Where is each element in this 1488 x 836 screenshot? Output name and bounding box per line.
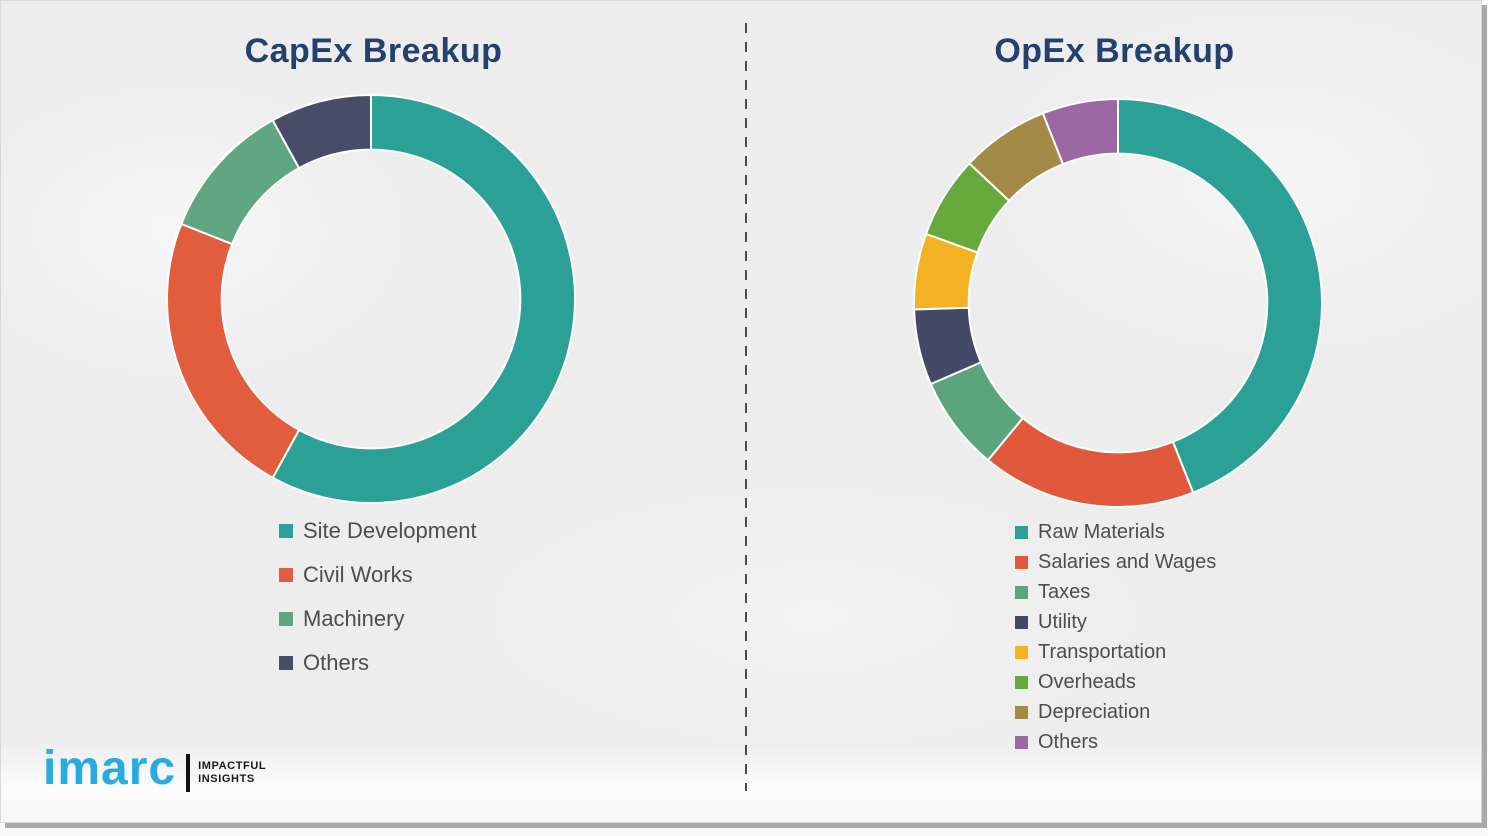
legend-label: Site Development: [303, 518, 477, 543]
opex-donut-chart: [913, 98, 1323, 508]
legend-item: Overheads: [1015, 667, 1216, 697]
imarc-logo-tagline: IMPACTFUL INSIGHTS: [198, 760, 267, 785]
capex-legend: Site Development Civil Works Machinery O…: [279, 509, 477, 685]
legend-swatch-icon: [279, 656, 293, 670]
legend-swatch-icon: [1015, 645, 1028, 659]
imarc-logo: imarc IMPACTFUL INSIGHTS: [43, 739, 266, 799]
capex-title: CapEx Breakup: [244, 32, 503, 70]
imarc-logo-wordmark: imarc: [43, 742, 177, 795]
donut-slice-site-development: [271, 94, 576, 504]
legend-swatch-icon: [279, 612, 293, 626]
legend-swatch-icon: [279, 524, 293, 538]
legend-swatch-icon: [1015, 555, 1028, 569]
legend-label: Overheads: [1038, 670, 1136, 693]
legend-item: Salaries and Wages: [1015, 547, 1216, 577]
legend-swatch-icon: [1015, 675, 1028, 689]
donut-slice-others: [271, 94, 372, 170]
legend-item: Others: [279, 641, 477, 685]
legend-label: Civil Works: [303, 562, 413, 587]
legend-swatch-icon: [1015, 615, 1028, 629]
opex-legend: Raw Materials Salaries and Wages Taxes U…: [1015, 517, 1216, 757]
legend-label: Taxes: [1038, 580, 1091, 603]
legend-label: Others: [303, 650, 370, 675]
legend-label: Others: [1038, 730, 1099, 753]
legend-swatch-icon: [279, 568, 293, 582]
legend-item: Transportation: [1015, 637, 1216, 667]
legend-swatch-icon: [1015, 705, 1028, 719]
legend-label: Transportation: [1038, 640, 1167, 663]
legend-label: Salaries and Wages: [1038, 550, 1217, 573]
legend-swatch-icon: [1015, 585, 1028, 599]
legend-item: Raw Materials: [1015, 517, 1216, 547]
donut-slice-machinery: [180, 118, 301, 246]
legend-item: Machinery: [279, 597, 477, 641]
legend-item: Others: [1015, 727, 1216, 757]
legend-swatch-icon: [1015, 735, 1028, 749]
donut-slice-salaries-and-wages: [986, 416, 1195, 508]
panel-divider: [745, 23, 747, 791]
legend-label: Depreciation: [1038, 700, 1151, 723]
donut-slice-raw-materials: [1117, 98, 1323, 494]
donut-slice-others: [1041, 98, 1119, 166]
legend-item: Taxes: [1015, 577, 1216, 607]
legend-label: Machinery: [303, 606, 405, 631]
legend-label: Raw Materials: [1038, 520, 1165, 543]
capex-donut-chart: [166, 94, 576, 504]
donut-slice-civil-works: [166, 222, 301, 480]
legend-label: Utility: [1038, 610, 1087, 633]
opex-title: OpEx Breakup: [994, 32, 1235, 70]
legend-item: Utility: [1015, 607, 1216, 637]
legend-item: Depreciation: [1015, 697, 1216, 727]
imarc-logo-divider: [186, 754, 191, 792]
legend-item: Site Development: [279, 509, 477, 553]
legend-swatch-icon: [1015, 525, 1028, 539]
legend-item: Civil Works: [279, 553, 477, 597]
